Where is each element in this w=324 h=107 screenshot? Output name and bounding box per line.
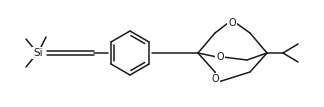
Text: Si: Si bbox=[33, 48, 43, 58]
Text: O: O bbox=[228, 18, 236, 28]
Text: O: O bbox=[211, 74, 219, 84]
Text: O: O bbox=[216, 52, 224, 62]
